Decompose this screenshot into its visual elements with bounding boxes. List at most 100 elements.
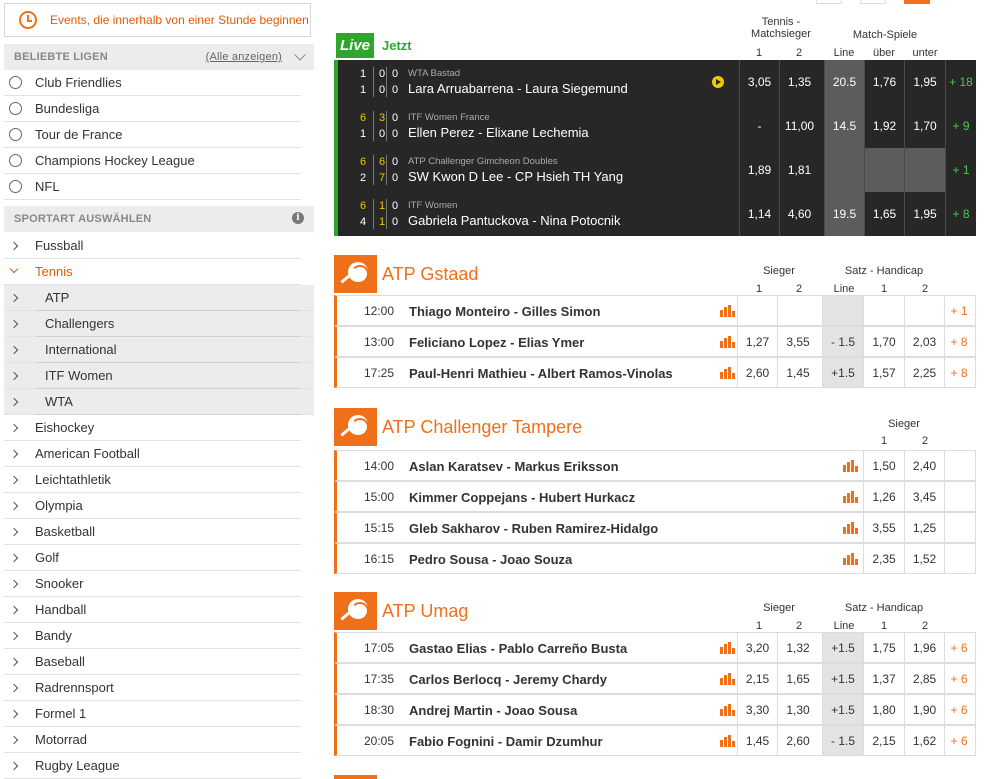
nav-button[interactable]	[860, 0, 886, 4]
odds-cell[interactable]: 2,60	[737, 358, 777, 387]
sport-item-fussball[interactable]: Fussball	[4, 233, 301, 259]
more-bets-button[interactable]: + 9	[945, 104, 976, 148]
stats-icon[interactable]	[843, 522, 858, 534]
odds-cell[interactable]: 1,45	[737, 726, 777, 755]
play-icon[interactable]	[712, 76, 724, 88]
odds-cell[interactable]: 1,25	[904, 513, 944, 542]
league-item[interactable]: Champions Hockey League	[4, 148, 301, 174]
event-row[interactable]: 16:15 Pedro Sousa - Joao Souza 2,35 1,52	[334, 543, 976, 574]
chevron-right-icon[interactable]	[9, 319, 19, 329]
odds-cell[interactable]: 2,03	[904, 327, 944, 356]
odds-cell[interactable]	[822, 296, 863, 325]
stats-icon[interactable]	[720, 336, 735, 348]
odds-cell[interactable]	[904, 148, 945, 192]
stats-icon[interactable]	[843, 491, 858, 503]
sport-item-bandy[interactable]: Bandy	[4, 623, 301, 649]
sport-item-international[interactable]: International	[4, 337, 314, 363]
event-row[interactable]: 18:30 Andrej Martin - Joao Sousa 3,30 1,30 +…	[334, 694, 976, 725]
league-item[interactable]: Tour de France	[4, 122, 301, 148]
odds-cell[interactable]: 2,35	[863, 544, 904, 573]
event-row[interactable]: 17:05 Gastao Elias - Pablo Carreño Busta 3…	[334, 632, 976, 663]
match-name[interactable]: Gastao Elias - Pablo Carreño Busta	[409, 641, 628, 656]
sport-item-radrennsport[interactable]: Radrennsport	[4, 675, 301, 701]
stats-icon[interactable]	[720, 704, 735, 716]
odds-cell[interactable]: 1,92	[864, 104, 904, 148]
radio-button[interactable]	[9, 76, 22, 89]
sport-item-motorrad[interactable]: Motorrad	[4, 727, 301, 753]
chevron-right-icon[interactable]	[9, 631, 19, 641]
match-name[interactable]: Kimmer Coppejans - Hubert Hurkacz	[409, 490, 636, 505]
more-bets-button[interactable]: + 8	[945, 192, 976, 236]
odds-cell[interactable]: 2,60	[777, 726, 818, 755]
more-bets-button[interactable]: + 1	[945, 148, 976, 192]
stats-icon[interactable]	[720, 642, 735, 654]
more-bets-button[interactable]: + 8	[944, 358, 973, 387]
odds-cell[interactable]	[864, 148, 904, 192]
odds-cell[interactable]: 1,35	[779, 60, 819, 104]
odds-cell[interactable]: 20.5	[824, 60, 864, 104]
chevron-down-icon[interactable]	[9, 264, 19, 274]
chevron-right-icon[interactable]	[9, 735, 19, 745]
event-row[interactable]: 15:15 Gleb Sakharov - Ruben Ramirez-Hidal…	[334, 512, 976, 543]
radio-button[interactable]	[9, 180, 22, 193]
match-name[interactable]: Fabio Fognini - Damir Dzumhur	[409, 734, 603, 749]
odds-cell[interactable]: 1,70	[863, 327, 904, 356]
sport-item-atp[interactable]: ATP	[4, 285, 314, 311]
chevron-right-icon[interactable]	[9, 683, 19, 693]
sport-item-formel-1[interactable]: Formel 1	[4, 701, 301, 727]
chevron-right-icon[interactable]	[9, 241, 19, 251]
event-row[interactable]: 12:00 Thiago Monteiro - Gilles Simon + 1	[334, 295, 976, 326]
odds-cell[interactable]: 1,89	[739, 148, 779, 192]
league-item[interactable]: NFL	[4, 174, 301, 200]
radio-button[interactable]	[9, 128, 22, 141]
odds-cell[interactable]: 1,50	[863, 451, 904, 480]
sport-item-handball[interactable]: Handball	[4, 597, 301, 623]
chevron-right-icon[interactable]	[9, 527, 19, 537]
league-item[interactable]: Club Friendlies	[4, 70, 301, 96]
match-name[interactable]: Paul-Henri Mathieu - Albert Ramos-Vinola…	[409, 366, 673, 381]
event-row[interactable]: 20:05 Fabio Fognini - Damir Dzumhur 1,45 2,…	[334, 725, 976, 756]
odds-cell[interactable]: 1,62	[904, 726, 944, 755]
odds-cell[interactable]: 2,15	[737, 664, 777, 693]
odds-cell[interactable]: 1,95	[904, 60, 945, 104]
odds-cell[interactable]: +1.5	[822, 664, 863, 693]
event-row[interactable]: 15:00 Kimmer Coppejans - Hubert Hurkacz 1,…	[334, 481, 976, 512]
chevron-right-icon[interactable]	[9, 371, 19, 381]
match-name[interactable]: Pedro Sousa - Joao Souza	[409, 552, 573, 567]
odds-cell[interactable]	[824, 148, 864, 192]
chevron-right-icon[interactable]	[9, 657, 19, 667]
odds-cell[interactable]: +1.5	[822, 358, 863, 387]
chevron-right-icon[interactable]	[9, 397, 19, 407]
sport-item-baseball[interactable]: Baseball	[4, 649, 301, 675]
match-name[interactable]: Feliciano Lopez - Elias Ymer	[409, 335, 585, 350]
chevron-right-icon[interactable]	[9, 345, 19, 355]
stats-icon[interactable]	[720, 305, 735, 317]
odds-cell[interactable]: 1,96	[904, 633, 944, 662]
odds-cell[interactable]: -	[739, 104, 779, 148]
odds-cell[interactable]: 1,65	[864, 192, 904, 236]
odds-cell[interactable]: 2,15	[863, 726, 904, 755]
match-name[interactable]: Andrej Martin - Joao Sousa	[409, 703, 578, 718]
odds-cell[interactable]: 1,70	[904, 104, 945, 148]
odds-cell[interactable]: 3,55	[777, 327, 818, 356]
sport-item-leichtathletik[interactable]: Leichtathletik	[4, 467, 301, 493]
odds-cell[interactable]: 3,05	[739, 60, 779, 104]
odds-cell[interactable]: +1.5	[822, 633, 863, 662]
more-bets-button[interactable]: + 8	[944, 327, 973, 356]
match-name[interactable]: Carlos Berlocq - Jeremy Chardy	[409, 672, 607, 687]
more-bets-button[interactable]: + 6	[944, 664, 973, 693]
odds-cell[interactable]	[944, 482, 973, 511]
live-event-row[interactable]: 1 0 0 1 0 0 WTA Bastad Lara Arruabarrena - Laur…	[334, 60, 976, 104]
match-name[interactable]: Gleb Sakharov - Ruben Ramirez-Hidalgo	[409, 521, 659, 536]
odds-cell[interactable]	[777, 296, 818, 325]
sport-item-basketball[interactable]: Basketball	[4, 519, 301, 545]
event-row[interactable]: 14:00 Aslan Karatsev - Markus Eriksson 1,5…	[334, 450, 976, 481]
odds-cell[interactable]	[737, 296, 777, 325]
sport-item-olympia[interactable]: Olympia	[4, 493, 301, 519]
nav-button-active[interactable]	[904, 0, 930, 4]
chevron-right-icon[interactable]	[9, 709, 19, 719]
radio-button[interactable]	[9, 154, 22, 167]
show-all-link[interactable]: (Alle anzeigen)	[205, 51, 282, 63]
more-bets-button[interactable]: + 18	[945, 60, 976, 104]
odds-cell[interactable]: 3,30	[737, 695, 777, 724]
